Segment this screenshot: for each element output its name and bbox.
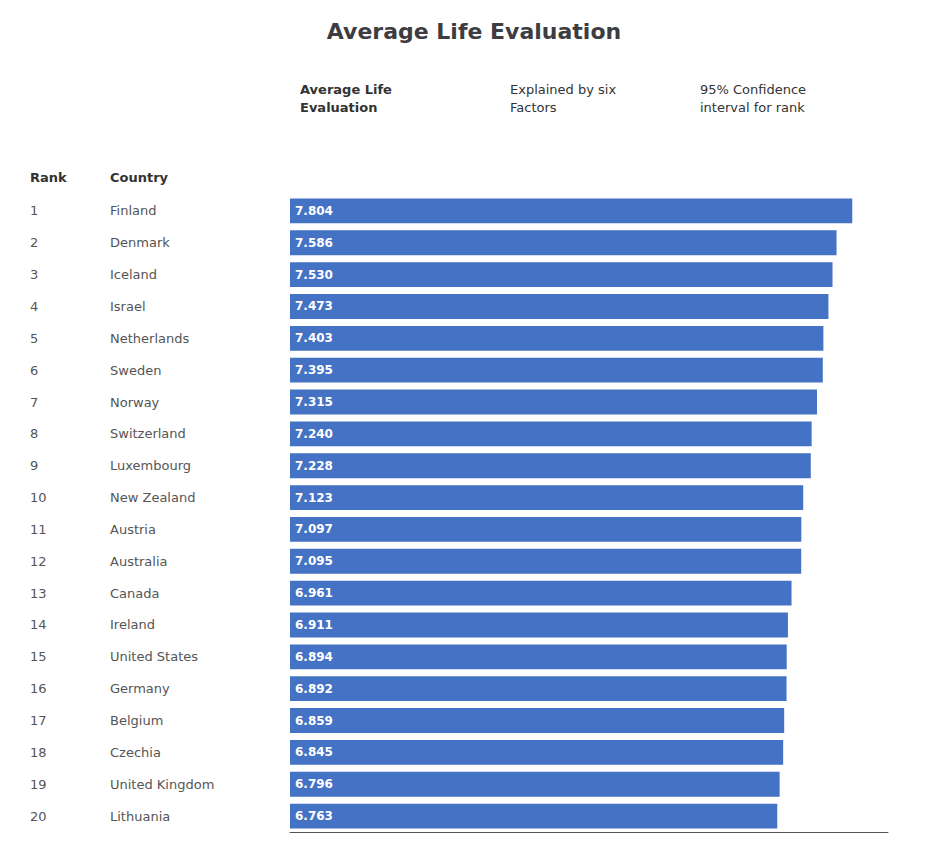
- svg-text:Australia: Australia: [110, 554, 168, 569]
- svg-text:Iceland: Iceland: [110, 267, 157, 282]
- svg-text:Lithuania: Lithuania: [110, 809, 170, 824]
- svg-text:6.845: 6.845: [295, 745, 333, 759]
- svg-text:Evaluation: Evaluation: [300, 100, 377, 115]
- svg-text:7.395: 7.395: [295, 363, 333, 377]
- svg-text:Average Life Evaluation: Average Life Evaluation: [327, 19, 621, 44]
- svg-text:6.961: 6.961: [295, 586, 333, 600]
- svg-text:Austria: Austria: [110, 522, 156, 537]
- svg-text:3: 3: [30, 267, 38, 282]
- svg-text:11: 11: [30, 522, 47, 537]
- svg-text:7.123: 7.123: [295, 491, 333, 505]
- svg-text:6.894: 6.894: [295, 650, 333, 664]
- svg-text:15: 15: [30, 649, 47, 664]
- svg-text:19: 19: [30, 777, 47, 792]
- svg-text:12: 12: [30, 554, 47, 569]
- svg-text:Czechia: Czechia: [110, 745, 161, 760]
- svg-text:6.859: 6.859: [295, 714, 333, 728]
- svg-text:Belgium: Belgium: [110, 713, 163, 728]
- svg-text:Country: Country: [110, 170, 169, 185]
- svg-text:6.892: 6.892: [295, 682, 333, 696]
- svg-text:Denmark: Denmark: [110, 235, 170, 250]
- svg-text:7.240: 7.240: [295, 427, 333, 441]
- svg-text:7.097: 7.097: [295, 522, 333, 536]
- svg-text:14: 14: [30, 617, 47, 632]
- svg-text:Ireland: Ireland: [110, 617, 155, 632]
- svg-text:7.315: 7.315: [295, 395, 333, 409]
- svg-text:Explained by six: Explained by six: [510, 82, 616, 97]
- svg-text:Finland: Finland: [110, 203, 156, 218]
- svg-text:17: 17: [30, 713, 47, 728]
- svg-text:9: 9: [30, 458, 38, 473]
- svg-text:7.804: 7.804: [295, 204, 333, 218]
- svg-text:18: 18: [30, 745, 47, 760]
- svg-text:6.911: 6.911: [295, 618, 333, 632]
- svg-text:Sweden: Sweden: [110, 363, 161, 378]
- svg-text:7.403: 7.403: [295, 331, 333, 345]
- svg-text:7.095: 7.095: [295, 554, 333, 568]
- svg-text:4: 4: [30, 299, 38, 314]
- svg-text:New Zealand: New Zealand: [110, 490, 195, 505]
- svg-text:United Kingdom: United Kingdom: [110, 777, 214, 792]
- svg-text:Rank: Rank: [30, 170, 67, 185]
- svg-text:Germany: Germany: [110, 681, 170, 696]
- svg-text:Luxembourg: Luxembourg: [110, 458, 191, 473]
- svg-text:7: 7: [30, 395, 38, 410]
- svg-text:Average Life: Average Life: [300, 82, 392, 97]
- svg-text:Norway: Norway: [110, 395, 160, 410]
- svg-text:16: 16: [30, 681, 47, 696]
- svg-text:Netherlands: Netherlands: [110, 331, 189, 346]
- svg-text:Canada: Canada: [110, 586, 159, 601]
- svg-text:6.796: 6.796: [295, 777, 333, 791]
- svg-text:Factors: Factors: [510, 100, 557, 115]
- svg-text:5: 5: [30, 331, 38, 346]
- svg-text:10: 10: [30, 490, 47, 505]
- svg-text:interval for rank: interval for rank: [700, 100, 805, 115]
- svg-text:7.530: 7.530: [295, 268, 333, 282]
- svg-text:13: 13: [30, 586, 47, 601]
- svg-text:United States: United States: [110, 649, 198, 664]
- svg-text:Switzerland: Switzerland: [110, 426, 186, 441]
- svg-text:6.763: 6.763: [295, 809, 333, 823]
- svg-text:1: 1: [30, 203, 38, 218]
- svg-text:6: 6: [30, 363, 38, 378]
- svg-text:7.228: 7.228: [295, 459, 333, 473]
- svg-text:Israel: Israel: [110, 299, 146, 314]
- svg-text:2: 2: [30, 235, 38, 250]
- svg-text:7.586: 7.586: [295, 236, 333, 250]
- svg-text:7.473: 7.473: [295, 299, 333, 313]
- svg-text:8: 8: [30, 426, 38, 441]
- svg-text:95% Confidence: 95% Confidence: [700, 82, 806, 97]
- svg-text:20: 20: [30, 809, 47, 824]
